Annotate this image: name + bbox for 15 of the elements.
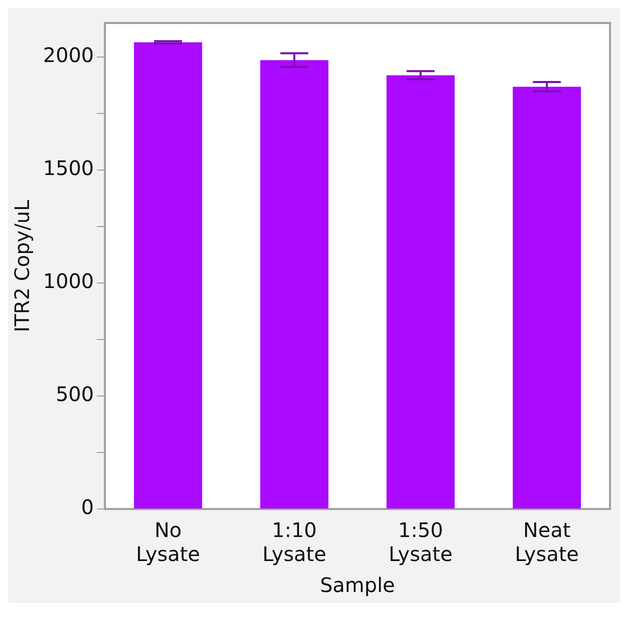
y-tick-label: 2000 xyxy=(42,43,94,68)
bar xyxy=(260,60,328,508)
y-tick-label: 1500 xyxy=(42,156,94,180)
x-axis-title: Sample xyxy=(320,573,395,598)
y-tick-label: 1000 xyxy=(42,269,94,294)
x-tick-label: Neat Lysate xyxy=(514,518,579,566)
y-axis-title: ITR2 Copy/uL xyxy=(10,198,34,332)
x-tick-label: 1:50 Lysate xyxy=(388,518,453,566)
x-tick-label: No Lysate xyxy=(136,518,200,566)
bar xyxy=(134,42,202,508)
x-tick-label: 1:10 Lysate xyxy=(262,518,326,566)
y-tick-label: 500 xyxy=(56,382,94,406)
bar xyxy=(512,86,581,508)
bar xyxy=(386,75,455,508)
y-tick-label: 0 xyxy=(81,495,94,520)
